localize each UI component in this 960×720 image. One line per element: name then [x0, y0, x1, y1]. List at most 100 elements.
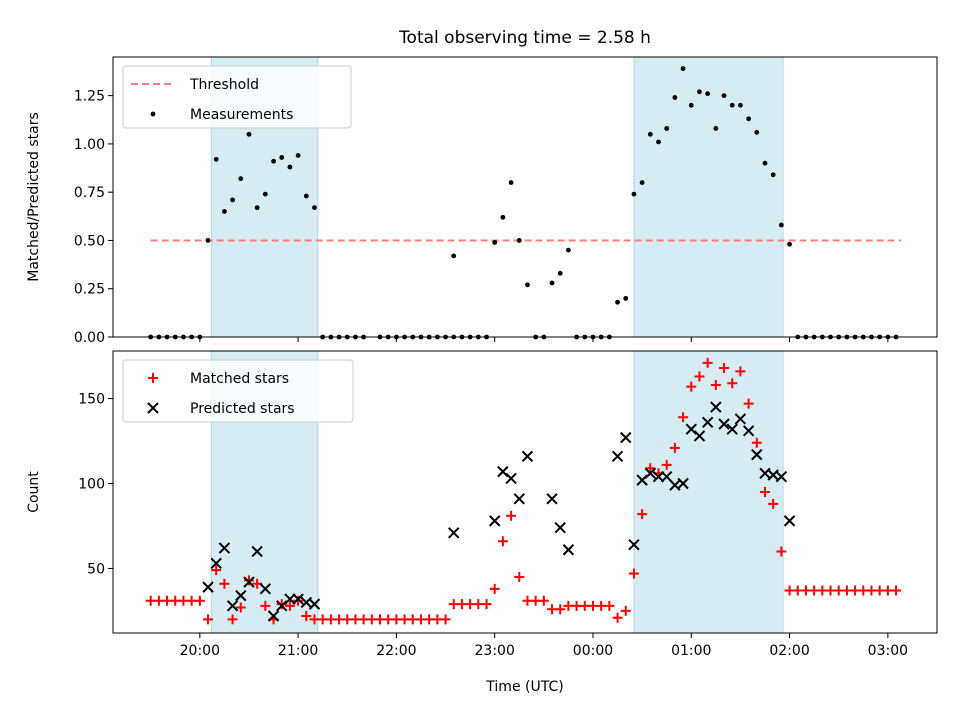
measurement-point [729, 102, 735, 108]
matched-star-point [628, 568, 639, 579]
measurement-point [656, 139, 661, 145]
measurement-point [738, 102, 743, 108]
shaded-span [633, 56, 784, 338]
measurement-point [451, 253, 457, 259]
matched-star-point [235, 602, 246, 613]
matched-star-point [243, 575, 254, 586]
matched-star-point [645, 463, 656, 474]
top-panel: 0.00 0.25 0.50 0.75 1.00 1.25 Matched/Predicte… [26, 56, 938, 346]
matched-star-point [227, 614, 238, 625]
y-tick-label: 0.75 [74, 185, 105, 201]
y-tick-label: 150 [78, 392, 105, 408]
measurement-point [680, 66, 686, 71]
measurement-point [623, 295, 629, 301]
matched-star-point [284, 600, 295, 611]
matched-star-point [514, 571, 525, 582]
measurement-point [303, 193, 309, 199]
matched-star-point [678, 412, 689, 423]
predicted-star-point [210, 557, 222, 570]
y-tick-label: 0.00 [74, 330, 105, 346]
predicted-star-point [652, 471, 665, 483]
matched-star-point [211, 565, 222, 576]
measurement-point [230, 197, 235, 203]
predicted-star-point [448, 527, 460, 539]
predicted-star-point [628, 538, 640, 551]
measurement-point [492, 239, 498, 245]
measurement-point [664, 126, 670, 131]
y-axis-label: Count [26, 471, 42, 513]
x-tick-label: 00:00 [573, 643, 613, 659]
matched-star-point [637, 509, 648, 520]
matched-star-point [440, 614, 451, 625]
matched-star-point [604, 600, 615, 611]
measurement-point [697, 89, 702, 95]
predicted-star-point [554, 521, 566, 534]
matched-star-point [260, 600, 271, 611]
measurement-point [508, 180, 514, 185]
measurement-point [549, 280, 555, 286]
measurement-point [770, 172, 776, 178]
legend-matched-swatch [148, 373, 158, 383]
x-tick-label: 22:00 [376, 643, 416, 659]
predicted-star-point [734, 413, 747, 425]
predicted-star-point [620, 431, 632, 444]
matched-star-point [481, 599, 492, 610]
matched-star-point [694, 371, 705, 382]
chart-title: Total observing time = 2.58 h [398, 28, 651, 48]
measurement-point [762, 160, 768, 166]
matched-star-point [743, 398, 754, 409]
matched-star-point [751, 437, 762, 448]
legend-box [122, 359, 354, 423]
matched-star-point [669, 442, 680, 453]
matched-star-point [776, 546, 787, 557]
measurement-point [500, 214, 506, 220]
measurement-point [557, 270, 563, 276]
measurement-point [778, 222, 784, 228]
matched-star-point [489, 583, 500, 594]
x-tick-label: 03:00 [868, 643, 908, 659]
measurement-point [312, 205, 317, 211]
predicted-star-point [267, 610, 280, 622]
measurement-point [246, 131, 252, 137]
measurement-point [721, 93, 727, 99]
predicted-star-point [693, 430, 706, 442]
matched-star-point [727, 378, 738, 389]
predicted-star-point [701, 416, 714, 429]
y-tick-label: 1.25 [74, 89, 105, 105]
measurement-point [254, 205, 260, 211]
matched-star-point [759, 487, 770, 497]
legend-label: Matched stars [190, 371, 289, 387]
legend-predicted-swatch [147, 402, 159, 414]
y-tick-label: 0.50 [74, 233, 105, 249]
measurement-point [271, 158, 276, 164]
predicted-star-point [226, 600, 239, 612]
matched-star-point [497, 536, 508, 547]
predicted-star-point [718, 418, 730, 430]
matched-star-point [710, 379, 721, 390]
legend-measurement-swatch [150, 111, 156, 117]
x-axis-label: Time (UTC) [485, 679, 563, 695]
y-tick-label: 0.25 [74, 282, 105, 298]
matched-star-point [661, 459, 672, 470]
measurement-point [754, 129, 760, 135]
predicted-star-point [235, 589, 247, 602]
predicted-star-point [644, 467, 657, 480]
matched-star-point [194, 595, 205, 606]
predicted-star-point [308, 598, 321, 610]
predicted-star-point [513, 493, 525, 505]
predicted-star-point [521, 450, 534, 463]
matched-star-point [686, 381, 697, 392]
measurement-point [631, 191, 637, 197]
legend-label: Measurements [190, 107, 293, 123]
predicted-star-point [243, 576, 255, 588]
legend-label: Predicted stars [190, 401, 295, 417]
x-tick-label: 23:00 [475, 643, 515, 659]
predicted-star-point [488, 515, 501, 527]
matched-star-point [620, 605, 631, 616]
matched-star-point [719, 362, 730, 373]
predicted-star-point [292, 593, 304, 605]
predicted-star-point [742, 425, 755, 437]
matched-star-point [702, 357, 713, 368]
predicted-star-point [710, 401, 722, 413]
